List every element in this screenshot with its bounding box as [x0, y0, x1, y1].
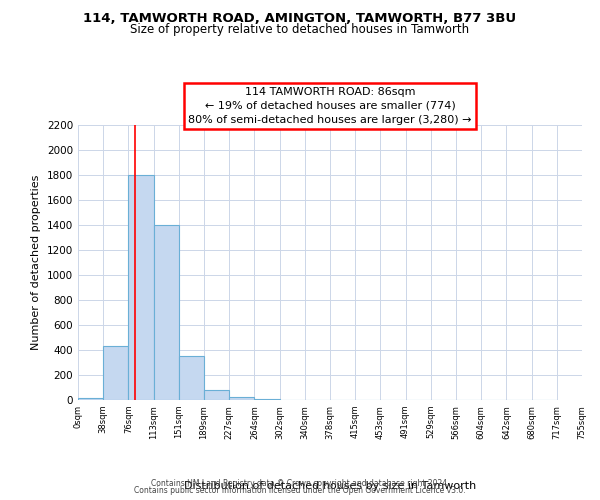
Bar	[154, 225, 179, 400]
Bar	[204, 390, 229, 400]
Bar	[128, 175, 154, 400]
Bar	[179, 356, 204, 400]
Text: Contains HM Land Registry data © Crown copyright and database right 2024.: Contains HM Land Registry data © Crown c…	[151, 478, 449, 488]
Text: 114 TAMWORTH ROAD: 86sqm
← 19% of detached houses are smaller (774)
80% of semi-: 114 TAMWORTH ROAD: 86sqm ← 19% of detach…	[188, 87, 472, 125]
Text: 114, TAMWORTH ROAD, AMINGTON, TAMWORTH, B77 3BU: 114, TAMWORTH ROAD, AMINGTON, TAMWORTH, …	[83, 12, 517, 26]
Bar	[78, 398, 103, 400]
Y-axis label: Number of detached properties: Number of detached properties	[31, 175, 41, 350]
Text: Contains public sector information licensed under the Open Government Licence v3: Contains public sector information licen…	[134, 486, 466, 495]
Text: Size of property relative to detached houses in Tamworth: Size of property relative to detached ho…	[130, 22, 470, 36]
Bar	[103, 346, 128, 400]
Bar	[229, 397, 254, 400]
X-axis label: Distribution of detached houses by size in Tamworth: Distribution of detached houses by size …	[184, 480, 476, 490]
